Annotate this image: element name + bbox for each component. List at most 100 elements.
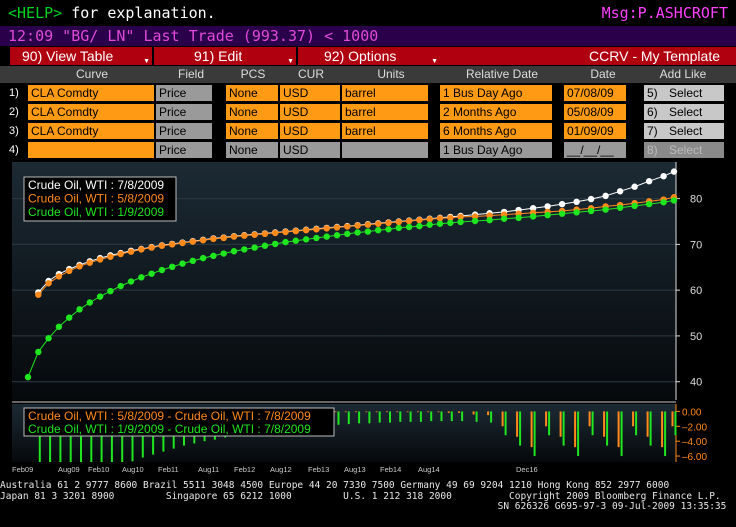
units-field[interactable]: barrel: [342, 123, 428, 139]
units-field[interactable]: [342, 142, 428, 158]
curve-field[interactable]: CLA Comdty: [28, 123, 154, 139]
column-header-pcs: PCS: [240, 67, 266, 81]
series-point: [24, 373, 32, 381]
y-tick-label: 50: [690, 331, 702, 343]
series-point: [573, 209, 580, 216]
field-field[interactable]: Price: [156, 142, 212, 158]
series-point: [241, 246, 248, 253]
diff-y-tick-label: –4.00: [682, 437, 707, 448]
select-button[interactable]: 5) Select: [644, 85, 724, 101]
series-point: [127, 278, 135, 285]
x-tick-label: Aug13: [344, 465, 366, 474]
series-point: [395, 224, 402, 232]
diff-legend-entry: Crude Oil, WTI : 5/8/2009 - Crude Oil, W…: [28, 409, 311, 423]
series-point: [416, 222, 423, 230]
series-point: [210, 252, 217, 260]
series-point: [117, 250, 124, 258]
x-tick-label: Feb13: [308, 465, 329, 474]
series-point: [210, 235, 217, 243]
series-point: [486, 216, 493, 224]
series-point: [148, 244, 155, 251]
series-point: [76, 306, 83, 313]
diff-y-tick-label: –2.00: [682, 422, 707, 433]
footer-line-1: Australia 61 2 9777 8600 Brazil 5511 304…: [0, 480, 670, 491]
series-point: [35, 291, 42, 298]
select-button[interactable]: 8) Select: [644, 142, 724, 158]
series-point: [354, 222, 361, 229]
series-point: [282, 228, 289, 236]
series-point: [220, 250, 227, 257]
options-label: 92) Options: [324, 48, 397, 64]
series-point: [96, 293, 104, 300]
view-table-button[interactable]: 90) View Table ▼: [10, 47, 152, 65]
series-point: [179, 260, 186, 267]
series-point: [471, 217, 479, 225]
units-field[interactable]: barrel: [342, 85, 428, 101]
help-key[interactable]: <HELP>: [8, 4, 63, 22]
pcs-field[interactable]: None: [226, 104, 278, 120]
series-point: [529, 213, 537, 220]
series-point: [364, 228, 372, 235]
message-indicator[interactable]: Msg:P.ASHCROFT: [601, 4, 728, 22]
row-number: 1): [9, 87, 19, 99]
series-point: [416, 216, 423, 224]
currency-field[interactable]: USD: [280, 142, 340, 158]
row-number: 4): [9, 144, 19, 156]
series-point: [251, 244, 258, 251]
field-field[interactable]: Price: [156, 123, 212, 139]
currency-field[interactable]: USD: [280, 123, 340, 139]
series-point: [631, 202, 638, 210]
curve-field[interactable]: [28, 142, 154, 158]
currency-field[interactable]: USD: [280, 104, 340, 120]
field-field[interactable]: Price: [156, 85, 212, 101]
select-button[interactable]: 7) Select: [644, 123, 724, 139]
date-field[interactable]: 05/08/09: [564, 104, 626, 120]
dropdown-arrow-icon: ▼: [431, 58, 438, 65]
relative-date-field[interactable]: 1 Bus Day Ago: [440, 142, 552, 158]
series-point: [282, 238, 289, 246]
series-point: [471, 213, 479, 220]
series-point: [344, 223, 351, 230]
currency-field[interactable]: USD: [280, 85, 340, 101]
relative-date-field[interactable]: 1 Bus Day Ago: [440, 85, 552, 101]
date-field[interactable]: __/__/__: [564, 142, 626, 158]
relative-date-field[interactable]: 2 Months Ago: [440, 104, 552, 120]
series-point: [272, 229, 279, 237]
options-button[interactable]: 92) Options ▼: [298, 47, 440, 65]
series-point: [354, 229, 361, 236]
curve-chart: 40 50 60 70 80 Crude Oil, WTI : 7/8/2009 Crude…: [8, 160, 728, 480]
pcs-field[interactable]: None: [226, 142, 278, 158]
series-point: [375, 226, 382, 234]
series-point: [670, 197, 678, 204]
edit-button[interactable]: 91) Edit ▼: [154, 47, 296, 65]
curve-field[interactable]: CLA Comdty: [28, 85, 154, 101]
series-point: [395, 218, 402, 226]
series-point: [333, 224, 341, 231]
select-label: Select: [669, 124, 703, 138]
series-point: [45, 335, 52, 342]
series-point: [457, 218, 464, 226]
select-label: Select: [669, 105, 703, 119]
series-point: [385, 219, 392, 227]
table-header: Curve Field PCS CUR Units Relative Date …: [0, 66, 736, 83]
units-field[interactable]: barrel: [342, 104, 428, 120]
series-point: [587, 195, 595, 203]
curve-field[interactable]: CLA Comdty: [28, 104, 154, 120]
field-field[interactable]: Price: [156, 104, 212, 120]
series-point: [251, 231, 258, 238]
pcs-field[interactable]: None: [226, 123, 278, 139]
series-point: [447, 214, 454, 222]
select-button[interactable]: 6) Select: [644, 104, 724, 120]
date-field[interactable]: 01/09/09: [564, 123, 626, 139]
y-tick-label: 80: [690, 194, 702, 206]
series-point: [189, 257, 196, 265]
series-point: [66, 314, 73, 321]
select-label: Select: [669, 86, 703, 100]
date-field[interactable]: 07/08/09: [564, 85, 626, 101]
pcs-field[interactable]: None: [226, 85, 278, 101]
series-point: [107, 253, 114, 260]
relative-date-field[interactable]: 6 Months Ago: [440, 123, 552, 139]
row-number: 3): [9, 125, 19, 137]
x-tick-label: Feb14: [380, 465, 401, 474]
